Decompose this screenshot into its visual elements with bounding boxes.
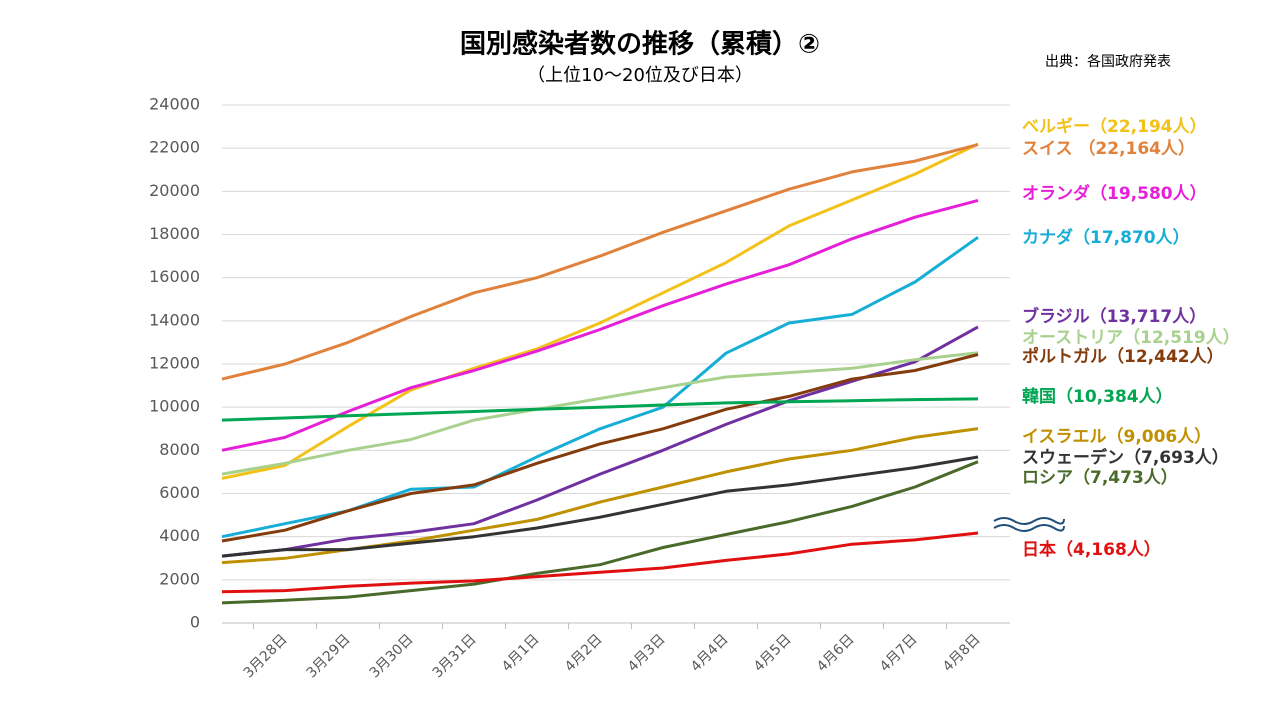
y-tick-label: 16000: [149, 267, 200, 286]
x-tick-label: 4月6日: [814, 631, 858, 675]
x-tick-label: 3月31日: [430, 631, 480, 681]
series-line: [221, 397, 979, 422]
series-line: [221, 531, 979, 594]
y-tick-label: 2000: [159, 569, 200, 588]
x-tick-label: 3月30日: [367, 631, 417, 681]
y-tick-label: 4000: [159, 526, 200, 545]
legend-label: ブラジル（13,717人）: [1022, 306, 1206, 327]
legend-label: ベルギー（22,194人）: [1022, 116, 1207, 137]
y-tick-label: 22000: [149, 138, 200, 157]
x-tick-label: 4月7日: [877, 631, 921, 675]
y-tick-label: 18000: [149, 224, 200, 243]
x-tick-label: 4月8日: [940, 631, 984, 675]
y-tick-label: 12000: [149, 354, 200, 373]
legend-label: スウェーデン（7,693人）: [1022, 447, 1229, 468]
series-line: [221, 198, 979, 452]
y-tick-label: 10000: [149, 397, 200, 416]
legend-label: カナダ（17,870人）: [1022, 227, 1190, 248]
x-tick-label: 3月28日: [241, 631, 291, 681]
series-line: [221, 143, 979, 381]
legend-label: ロシア（7,473人）: [1022, 467, 1178, 488]
x-tick-label: 4月5日: [751, 631, 795, 675]
series-line: [221, 142, 979, 480]
y-tick-label: 6000: [159, 483, 200, 502]
x-tick-label: 4月1日: [499, 631, 543, 675]
legend-label: オーストリア（12,519人）: [1022, 327, 1240, 348]
legend-label: スイス （22,164人）: [1022, 138, 1195, 159]
legend-label: オランダ（19,580人）: [1022, 183, 1207, 204]
x-tick-label: 4月3日: [625, 631, 669, 675]
legend-label: 日本（4,168人）: [1022, 539, 1161, 560]
y-tick-label: 8000: [159, 440, 200, 459]
break-mark: [993, 517, 1065, 532]
chart-title: 国別感染者数の推移（累積）②: [460, 30, 820, 60]
series-line: [221, 351, 979, 476]
x-tick-label: 3月29日: [304, 631, 354, 681]
series-line: [221, 460, 979, 605]
y-tick-label: 14000: [149, 310, 200, 329]
series-line: [221, 325, 979, 558]
legend-label: ポルトガル（12,442人）: [1022, 346, 1224, 367]
series-line: [221, 353, 979, 543]
legend-label: イスラエル（9,006人）: [1022, 426, 1211, 447]
legend-label: 韓国（10,384人）: [1022, 386, 1173, 407]
chart-subtitle: （上位10～20位及び日本）: [527, 65, 753, 86]
y-tick-label: 24000: [149, 95, 200, 114]
source: 出典：各国政府発表: [1045, 54, 1171, 70]
x-tick-label: 4月2日: [562, 631, 606, 675]
series-line: [221, 236, 979, 539]
y-tick-label: 0: [190, 613, 200, 632]
y-tick-label: 20000: [149, 181, 200, 200]
x-tick-label: 4月4日: [688, 631, 732, 675]
series-line: [221, 455, 979, 558]
